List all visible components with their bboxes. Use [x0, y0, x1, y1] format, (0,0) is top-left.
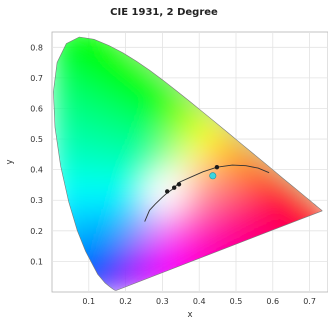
x-tick-label-1: 0.2 [119, 297, 132, 306]
x-tick-label-3: 0.4 [193, 297, 206, 306]
y-axis-label: y [5, 159, 15, 164]
y-tick-label-4: 0.5 [30, 135, 43, 144]
y-tick-label-2: 0.3 [30, 196, 43, 205]
y-tick-labels: 0.1 0.2 0.3 0.4 0.5 0.6 0.7 0.8 [30, 43, 43, 266]
x-tick-label-5: 0.6 [266, 297, 279, 306]
planckian-locus [144, 164, 270, 222]
y-tick-label-1: 0.2 [30, 227, 43, 236]
x-tick-label-0: 0.1 [82, 297, 95, 306]
y-tick-label-3: 0.4 [30, 166, 43, 175]
spectral-locus [53, 36, 323, 291]
x-axis-label: x [187, 310, 192, 320]
data-point-4 [209, 172, 217, 180]
x-tick-labels: 0.1 0.2 0.3 0.4 0.5 0.6 0.7 [82, 297, 316, 306]
data-point-0 [165, 189, 170, 194]
y-tick-label-0: 0.1 [30, 257, 43, 266]
data-point-1 [172, 185, 177, 190]
data-points [165, 165, 220, 194]
data-point-2 [176, 182, 182, 187]
y-tick-label-5: 0.6 [30, 105, 43, 114]
data-point-3 [214, 165, 220, 170]
x-tick-label-2: 0.3 [156, 297, 169, 306]
y-tick-label-7: 0.8 [30, 43, 43, 52]
chart-title: CIE 1931, 2 Degree [110, 7, 218, 18]
x-tick-label-4: 0.5 [230, 297, 243, 306]
y-tick-label-6: 0.7 [30, 74, 43, 83]
x-tick-label-6: 0.7 [303, 297, 316, 306]
